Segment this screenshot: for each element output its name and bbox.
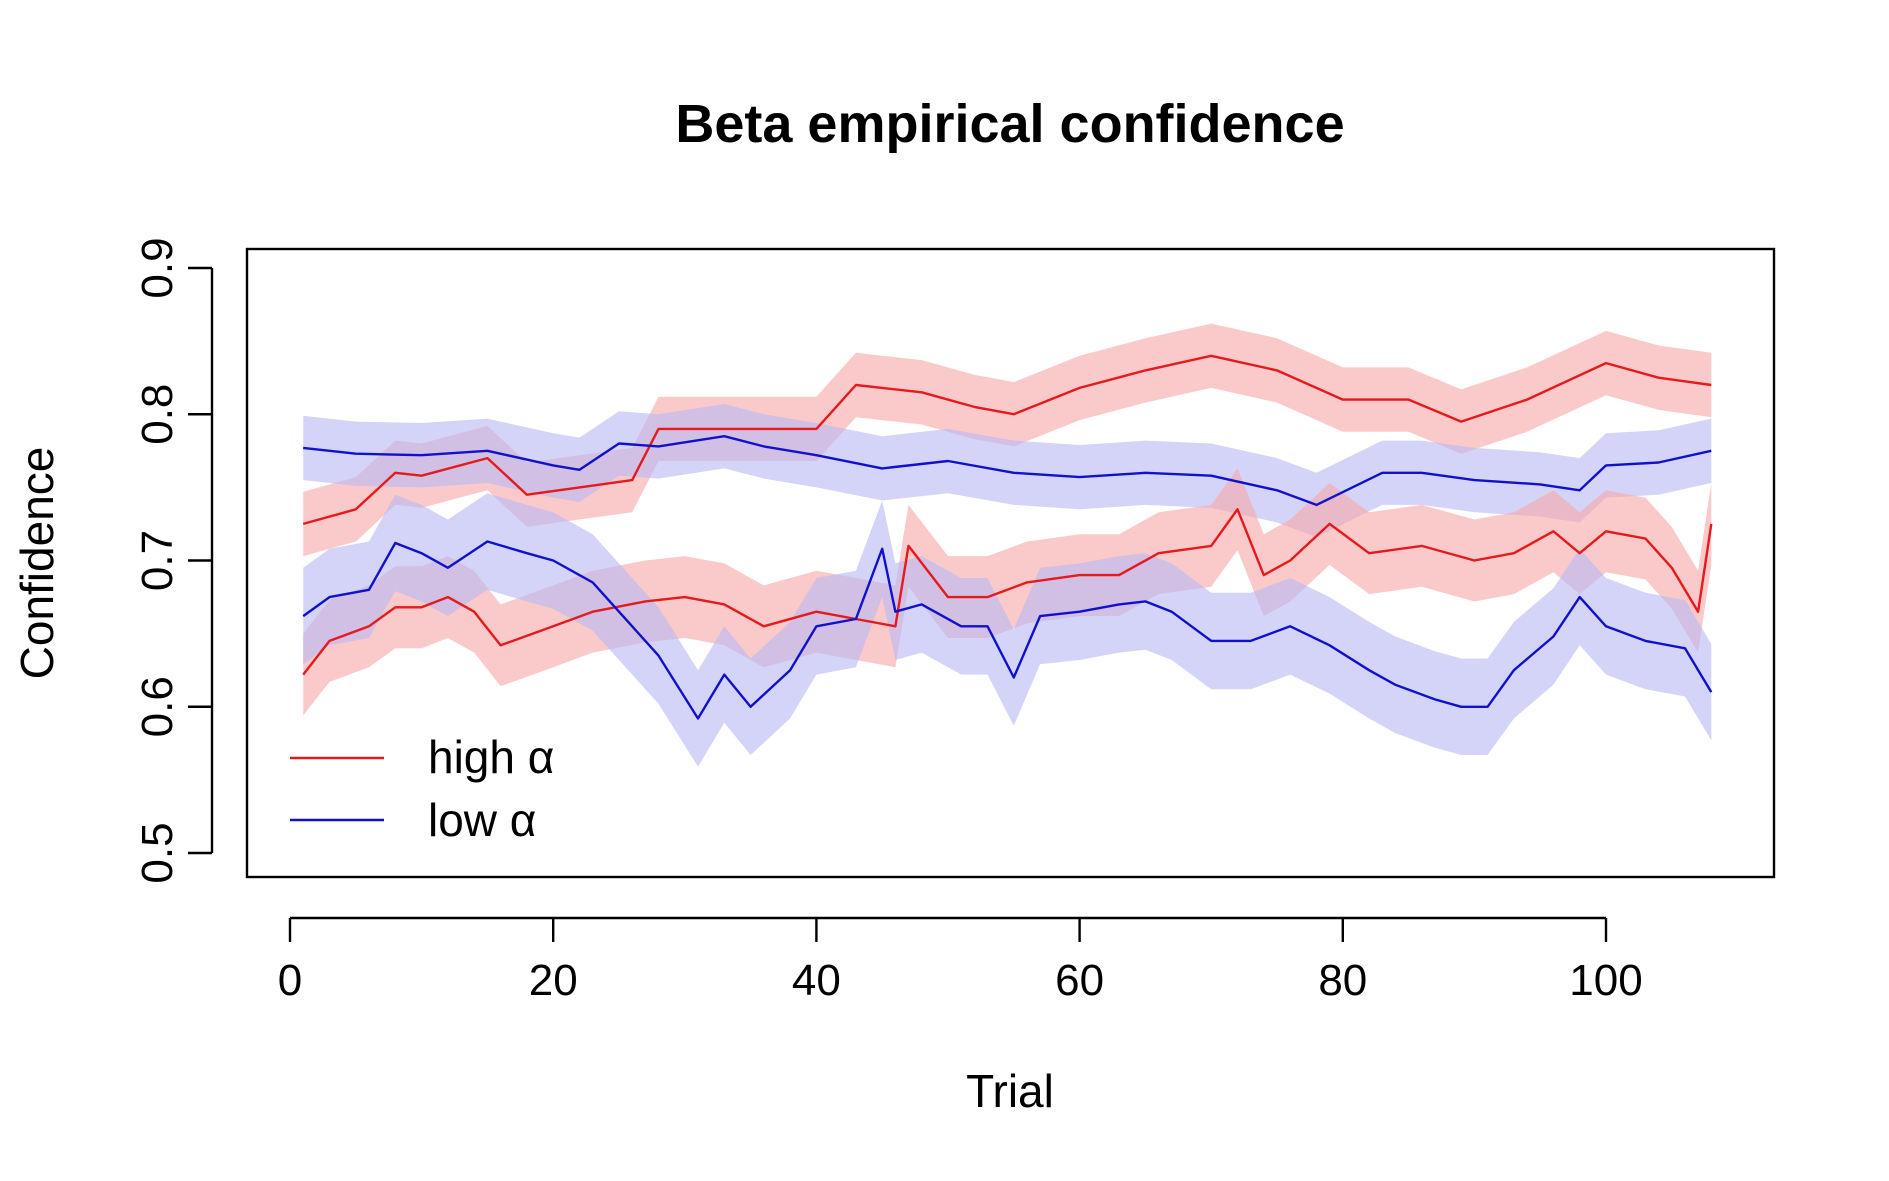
x-axis: 0 20 40 60 80 100	[278, 916, 1643, 1005]
y-tick-label: 0.6	[133, 676, 182, 737]
confidence-band-low-lower	[303, 493, 1712, 767]
series-line-high-lower	[302, 508, 1713, 676]
y-tick-label: 0.9	[133, 237, 182, 298]
x-axis-title: Trial	[966, 1065, 1054, 1117]
y-axis: 0.5 0.6 0.7 0.8 0.9	[133, 237, 214, 884]
chart-title: Beta empirical confidence	[675, 94, 1344, 154]
y-tick-label: 0.5	[133, 822, 182, 883]
x-tick-label: 0	[278, 956, 302, 1005]
x-tick-label: 60	[1055, 956, 1104, 1005]
plot-frame	[245, 247, 1776, 879]
bands-layer	[303, 323, 1712, 767]
x-tick-label: 40	[792, 956, 841, 1005]
legend: high α low α	[290, 731, 554, 846]
y-axis-title: Confidence	[11, 447, 63, 680]
x-tick-label: 20	[529, 956, 578, 1005]
x-tick-label: 100	[1569, 956, 1642, 1005]
lines-layer	[302, 354, 1713, 720]
y-tick-label: 0.7	[133, 530, 182, 591]
x-tick-label: 80	[1318, 956, 1367, 1005]
y-tick-label: 0.8	[133, 384, 182, 445]
series-line-high-upper	[302, 354, 1712, 526]
series-line-low-upper	[303, 435, 1712, 507]
confidence-band-high-lower	[303, 468, 1712, 716]
legend-label-high-alpha: high α	[428, 731, 554, 783]
legend-label-low-alpha: low α	[428, 794, 536, 846]
series-line-low-lower	[302, 540, 1713, 720]
